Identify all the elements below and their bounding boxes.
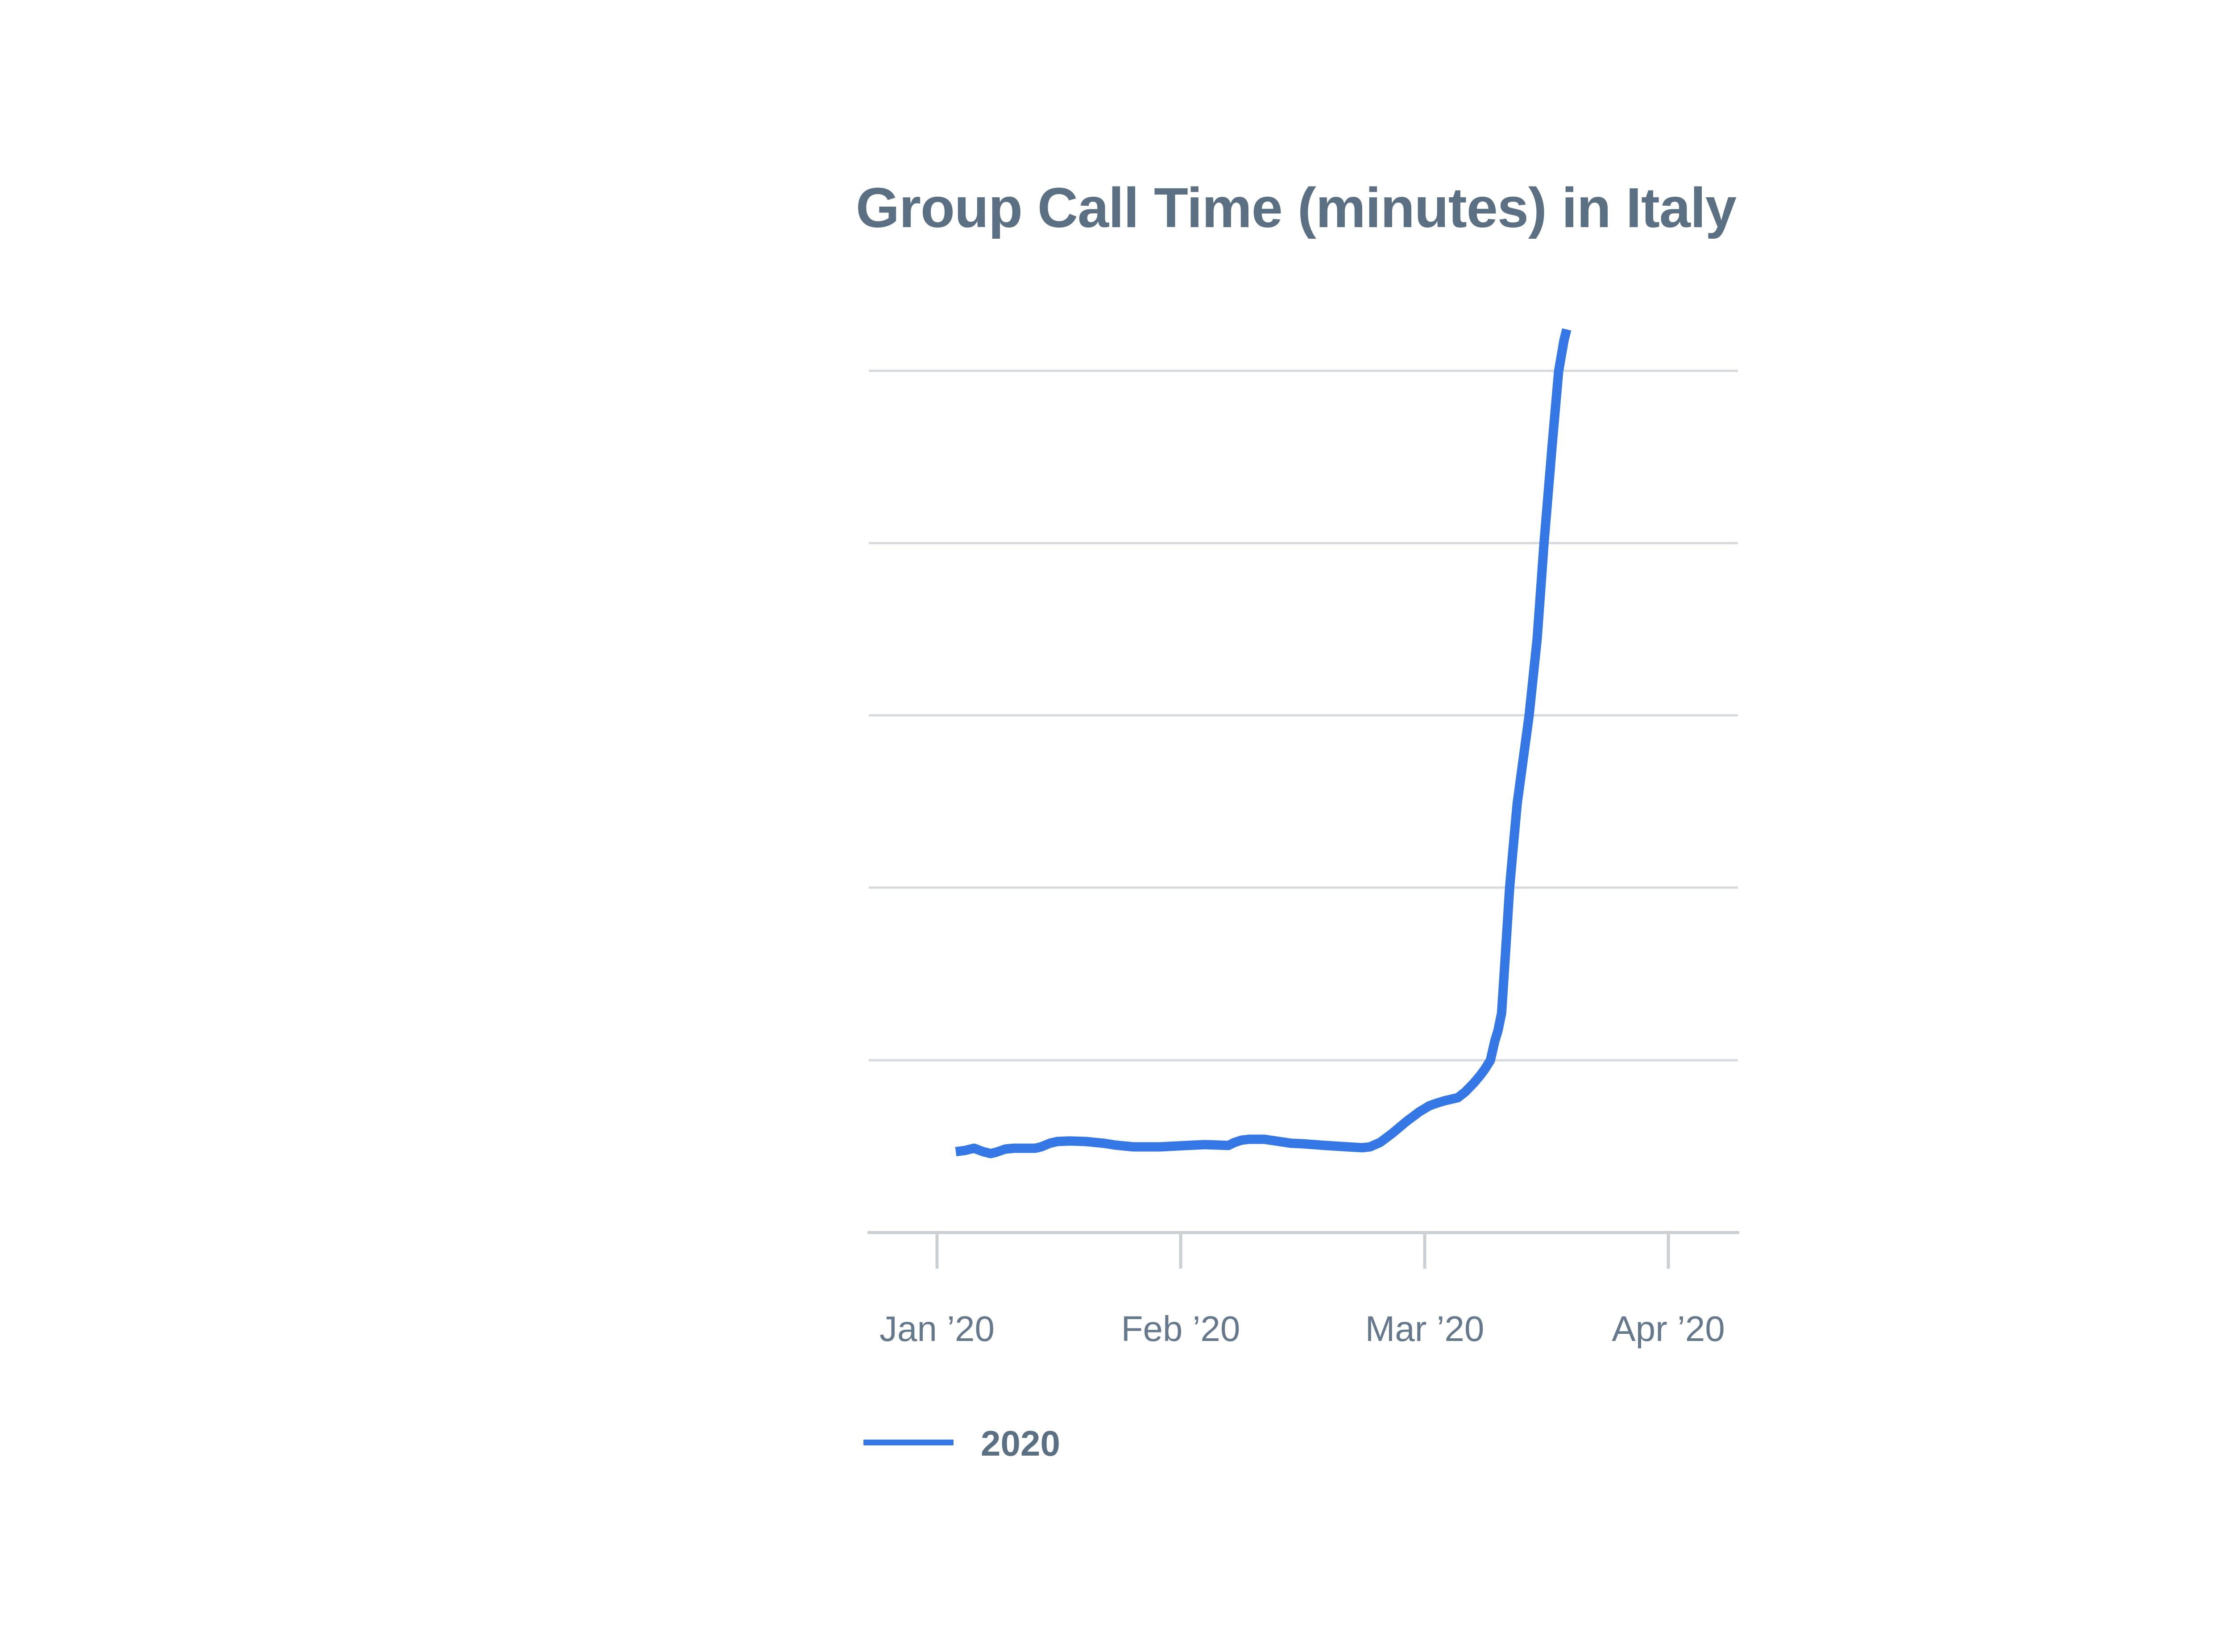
gridlines: [869, 369, 1738, 1062]
x-axis-labels: Jan ’20 Feb ’20 Mar ’20 Apr ’20: [879, 1309, 1725, 1349]
x-axis-label-jan: Jan ’20: [879, 1309, 995, 1349]
legend-label-2020: 2020: [981, 1424, 1060, 1463]
series-2020-line: [955, 328, 1572, 1158]
x-axis-ticks: [935, 1233, 1670, 1269]
x-axis-label-mar: Mar ’20: [1365, 1309, 1485, 1349]
legend-swatch-2020: [863, 1440, 954, 1445]
x-axis-label-feb: Feb ’20: [1121, 1309, 1240, 1349]
x-axis-label-apr: Apr ’20: [1612, 1309, 1725, 1349]
chart-title: Group Call Time (minutes) in Italy: [856, 176, 1737, 239]
